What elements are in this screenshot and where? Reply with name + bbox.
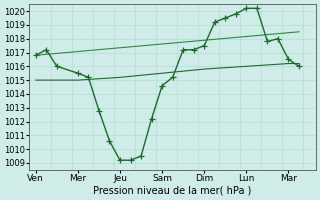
X-axis label: Pression niveau de la mer( hPa ): Pression niveau de la mer( hPa ): [93, 186, 252, 196]
